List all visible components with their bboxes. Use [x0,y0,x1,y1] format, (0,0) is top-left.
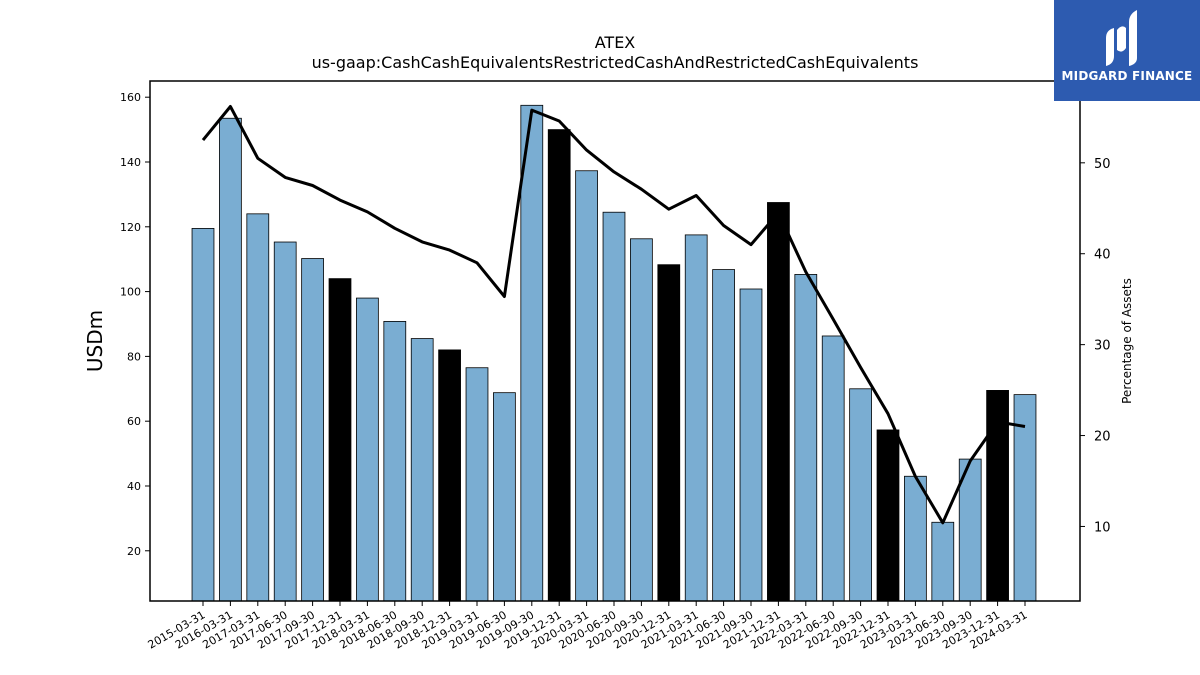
y2-tick-label: 30 [1094,339,1111,354]
bar-2022-03-31 [794,274,818,602]
bar-2021-09-30 [739,288,763,602]
y2-axis-label: Percentage of Assets [1120,278,1134,404]
bar-2017-03-31 [246,213,270,602]
bar-2017-12-31 [328,278,352,602]
bar-2017-09-30 [301,258,324,602]
bar-2021-03-31 [684,234,708,602]
bar-2016-03-31 [219,117,242,602]
bar-2021-12-31 [767,202,790,602]
y2-tick-label: 40 [1094,248,1111,263]
right-axis: 10 20 30 40 50 [1080,157,1111,535]
y-tick-label: 160 [120,91,141,104]
y-axis-label: USDm [83,310,107,372]
logo: MIDGARD FINANCE [1054,0,1200,101]
y-tick-label: 100 [120,286,141,299]
percentage-line [201,105,1026,525]
logo-mark-icon [1106,10,1137,66]
y-tick-label: 140 [120,156,141,169]
bar-2019-12-31 [547,129,571,602]
bar-2015-03-31 [191,228,215,602]
plot-frame [149,80,1081,602]
y-tick-label: 80 [127,350,141,363]
y-tick-label: 60 [127,415,141,428]
bar-2020-06-30 [602,211,626,602]
bar-2018-12-31 [438,349,461,602]
bars-group [191,104,1037,602]
bar-2023-03-31 [904,475,927,602]
bar-2019-09-30 [520,104,544,602]
bar-2019-03-31 [465,367,489,602]
line-group [201,105,1026,525]
bar-2022-12-31 [876,429,900,602]
left-axis: 20 40 60 80 100 120 140 160 [120,91,150,558]
y-tick-label: 120 [120,221,141,234]
chart-title: ATEX [595,33,636,52]
bar-2022-09-30 [849,388,872,602]
bar-2018-03-31 [356,297,379,602]
y2-tick-label: 20 [1094,430,1111,445]
bar-2017-06-30 [273,241,297,602]
bar-2020-12-31 [657,264,681,602]
bar-2023-06-30 [931,521,955,602]
bar-2020-03-31 [575,170,598,602]
bar-2018-06-30 [383,320,407,602]
bar-2021-06-30 [712,269,735,602]
y2-tick-label: 50 [1094,157,1111,172]
y-tick-label: 40 [127,480,141,493]
y-tick-label: 20 [127,545,141,558]
bar-2018-09-30 [410,338,434,602]
chart-subtitle: us-gaap:CashCashEquivalentsRestrictedCas… [312,53,919,72]
bar-2019-06-30 [493,392,516,602]
x-axis: 2015-03-312016-03-312017-03-312017-06-30… [146,601,1030,652]
logo-text: MIDGARD FINANCE [1061,69,1193,83]
y2-tick-label: 10 [1094,520,1111,535]
bar-2022-06-30 [821,335,845,602]
bar-2020-09-30 [630,238,653,602]
